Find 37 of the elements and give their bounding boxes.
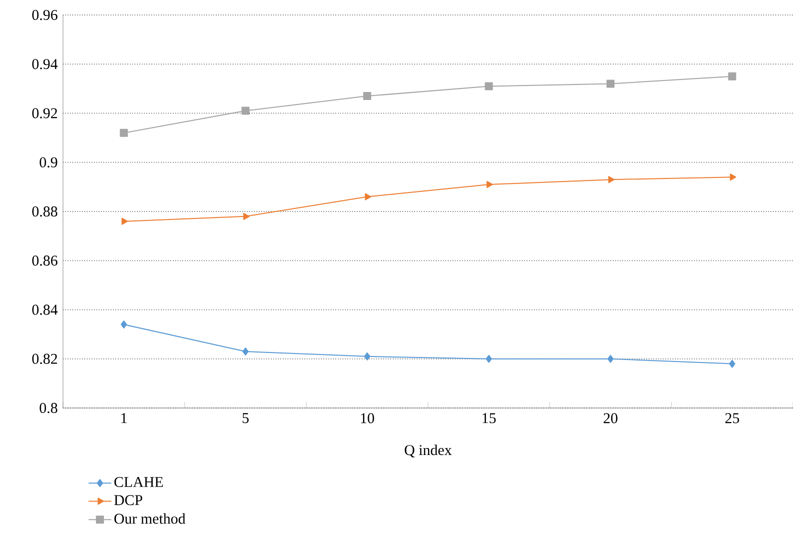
point bbox=[243, 212, 250, 220]
x-tick-label: 10 bbox=[361, 413, 374, 424]
point bbox=[242, 348, 249, 356]
x-axis-title: Q index bbox=[404, 444, 452, 458]
y-tick-label: 0.82 bbox=[32, 354, 57, 364]
point bbox=[120, 320, 127, 328]
point bbox=[730, 174, 736, 181]
y-tick-label: 0.96 bbox=[32, 10, 58, 20]
point bbox=[728, 72, 736, 80]
point bbox=[484, 82, 493, 90]
legend-label: DCP bbox=[114, 495, 142, 506]
x-tick-label: 1 bbox=[121, 413, 127, 424]
legend-label: CLAHE bbox=[114, 477, 163, 488]
point bbox=[606, 80, 615, 88]
x-tick-label: 20 bbox=[604, 413, 618, 424]
point bbox=[242, 106, 250, 115]
y-tick-label: 0.9 bbox=[40, 157, 58, 168]
point bbox=[120, 128, 128, 137]
point bbox=[486, 354, 492, 363]
x-tick-label: 15 bbox=[482, 413, 496, 424]
x-tick-label: 5 bbox=[242, 413, 249, 424]
point bbox=[364, 193, 372, 200]
legend-label: Our method bbox=[114, 513, 186, 524]
y-tick-label: 0.86 bbox=[32, 256, 58, 266]
point bbox=[363, 92, 372, 100]
point bbox=[364, 352, 370, 360]
y-tick-label: 0.92 bbox=[32, 108, 57, 118]
point bbox=[608, 176, 615, 184]
point bbox=[607, 354, 614, 363]
point bbox=[729, 360, 736, 368]
y-tick-label: 0.8 bbox=[40, 402, 58, 414]
point bbox=[486, 180, 493, 188]
y-tick-label: 0.88 bbox=[32, 206, 58, 217]
point bbox=[122, 218, 128, 225]
x-tick-label: 25 bbox=[725, 413, 740, 424]
y-tick-label: 0.94 bbox=[32, 59, 58, 70]
y-tick-label: 0.84 bbox=[32, 304, 58, 315]
